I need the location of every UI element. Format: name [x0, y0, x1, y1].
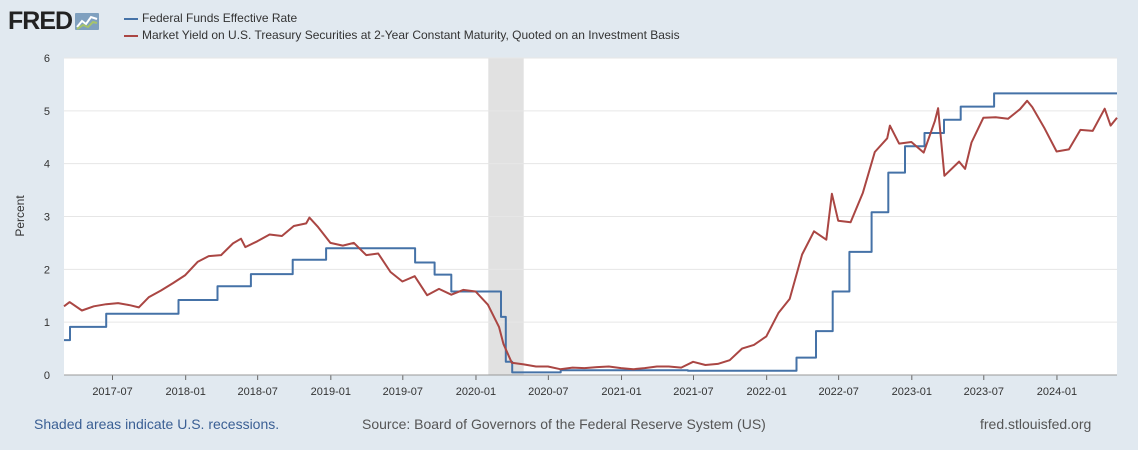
- x-tick-label-7: 2021-01: [601, 386, 641, 398]
- x-tick-label-5: 2020-01: [456, 386, 496, 398]
- x-tick-label-1: 2018-01: [165, 386, 205, 398]
- y-tick-label-0: 0: [44, 370, 50, 382]
- y-tick-label-4: 4: [44, 159, 50, 171]
- y-axis-label: Percent: [13, 195, 27, 237]
- x-tick-label-6: 2020-07: [528, 386, 568, 398]
- legend-swatch-2yr-treasury: [124, 34, 138, 37]
- source-note: Source: Board of Governors of the Federa…: [362, 416, 766, 432]
- line-chart: 0 1 2 3 4 5 6 2017-07 2018-01 2018-07 2019-01 2019…: [13, 53, 1118, 398]
- y-tick-label-2: 2: [44, 264, 50, 276]
- x-tick-label-13: 2024-01: [1037, 386, 1077, 398]
- y-tick-label-3: 3: [44, 212, 50, 224]
- x-tick-label-0: 2017-07: [92, 386, 132, 398]
- y-tick-label-1: 1: [44, 317, 50, 329]
- x-tick-label-9: 2022-01: [746, 386, 786, 398]
- fred-logo[interactable]: FRED: [8, 6, 100, 36]
- chart-legend: Federal Funds Effective Rate Market Yiel…: [124, 10, 680, 44]
- x-tick-label-11: 2023-01: [892, 386, 932, 398]
- x-tick-label-12: 2023-07: [964, 386, 1004, 398]
- x-tick-label-3: 2019-01: [311, 386, 351, 398]
- x-tick-label-4: 2019-07: [383, 386, 423, 398]
- fred-logo-text: FRED: [8, 7, 73, 35]
- x-tick-label-8: 2021-07: [673, 386, 713, 398]
- legend-label-fed-funds: Federal Funds Effective Rate: [142, 11, 298, 25]
- site-link[interactable]: fred.stlouisfed.org: [980, 416, 1092, 432]
- y-tick-label-5: 5: [44, 106, 50, 118]
- fed-funds-rate-line: [64, 92, 1117, 374]
- recessions-note: Shaded areas indicate U.S. recessions.: [34, 416, 280, 432]
- x-tick-label-2: 2018-07: [237, 386, 277, 398]
- x-tick-label-10: 2022-07: [818, 386, 858, 398]
- fred-chart-icon: [75, 13, 100, 30]
- legend-label-2yr-treasury: Market Yield on U.S. Treasury Securities…: [142, 28, 680, 42]
- treasury-2yr-yield-line: [63, 99, 1118, 371]
- legend-swatch-fed-funds: [124, 17, 138, 20]
- y-tick-label-6: 6: [44, 53, 50, 65]
- legend-item-fed-funds[interactable]: Federal Funds Effective Rate: [124, 10, 680, 27]
- legend-item-2yr-treasury[interactable]: Market Yield on U.S. Treasury Securities…: [124, 27, 680, 44]
